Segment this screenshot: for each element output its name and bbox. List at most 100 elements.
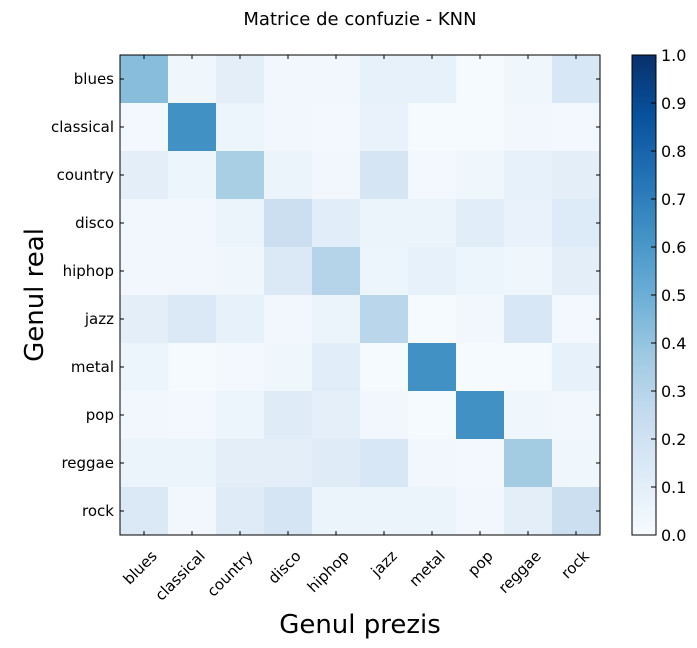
heatmap-cell: [456, 247, 505, 296]
y-axis-label: Genul real: [20, 228, 50, 362]
heatmap-cell: [408, 439, 457, 488]
heatmap-cell: [504, 199, 553, 248]
heatmap-cell: [120, 55, 169, 104]
heatmap-cell: [264, 103, 313, 152]
heatmap-cell: [408, 247, 457, 296]
heatmap-cell: [408, 487, 457, 536]
heatmap-cell: [504, 391, 553, 440]
x-tick-label: pop: [464, 547, 497, 580]
heatmap-cell: [456, 439, 505, 488]
x-tick-label: hiphop: [304, 547, 353, 596]
heatmap-cell: [312, 391, 361, 440]
heatmap-cell: [504, 295, 553, 344]
heatmap-cell: [360, 343, 409, 392]
heatmap-cell: [408, 391, 457, 440]
heatmap-cell: [120, 199, 169, 248]
heatmap-cell: [264, 247, 313, 296]
heatmap-cell: [312, 199, 361, 248]
heatmap-cell: [216, 343, 265, 392]
y-tick-label: jazz: [84, 310, 114, 328]
heatmap-cell: [312, 343, 361, 392]
heatmap-cell: [456, 151, 505, 200]
heatmap-cell: [216, 247, 265, 296]
heatmap-cell: [168, 151, 217, 200]
x-tick-label: country: [203, 547, 256, 600]
heatmap-cell: [168, 487, 217, 536]
heatmap-cell: [360, 487, 409, 536]
heatmap-cell: [216, 103, 265, 152]
heatmap-cell: [504, 55, 553, 104]
heatmap-cell: [504, 151, 553, 200]
heatmap-cell: [120, 487, 169, 536]
heatmap-cell: [552, 343, 601, 392]
heatmap-cell: [168, 439, 217, 488]
colorbar-tick-label: 0.5: [661, 286, 686, 305]
y-tick-label: metal: [71, 358, 114, 376]
x-tick-label: blues: [120, 547, 161, 588]
heatmap-cell: [312, 55, 361, 104]
heatmap-cell: [120, 391, 169, 440]
heatmap-cell: [504, 103, 553, 152]
x-tick-label: jazz: [367, 547, 401, 581]
heatmap-cell: [408, 199, 457, 248]
heatmap-cell: [552, 391, 601, 440]
colorbar-tick-label: 0.7: [661, 190, 686, 209]
heatmap-cell: [504, 487, 553, 536]
heatmap-cell: [264, 199, 313, 248]
heatmap-cell: [216, 391, 265, 440]
heatmap-cell: [168, 199, 217, 248]
heatmap-cell: [408, 103, 457, 152]
y-axis-ticks: blues classical country disco hiphop jazz meta…: [51, 70, 600, 520]
colorbar-tick-label: 0.3: [661, 382, 686, 401]
heatmap-cell: [504, 343, 553, 392]
heatmap-cell: [216, 295, 265, 344]
heatmap-cell: [456, 343, 505, 392]
heatmap-cell: [408, 343, 457, 392]
heatmap-cell: [168, 247, 217, 296]
heatmap-cell: [312, 295, 361, 344]
heatmap-cell: [360, 151, 409, 200]
heatmap-cells: [120, 55, 601, 536]
x-tick-label: metal: [406, 547, 449, 590]
x-axis-label: Genul prezis: [279, 610, 441, 640]
colorbar-tick-label: 0.4: [661, 334, 686, 353]
colorbar-tick-label: 0.0: [661, 526, 686, 545]
heatmap-cell: [168, 391, 217, 440]
heatmap-cell: [264, 55, 313, 104]
heatmap-cell: [312, 151, 361, 200]
chart-title: Matrice de confuzie - KNN: [243, 9, 476, 30]
heatmap-cell: [120, 247, 169, 296]
y-tick-label: classical: [51, 118, 114, 136]
y-tick-label: pop: [86, 406, 114, 424]
colorbar-tick-label: 1.0: [661, 46, 686, 65]
x-tick-label: classical: [151, 547, 208, 604]
heatmap-cell: [552, 151, 601, 200]
heatmap-cell: [216, 487, 265, 536]
heatmap-cell: [120, 343, 169, 392]
heatmap-cell: [360, 247, 409, 296]
heatmap-frame: [119, 54, 601, 536]
heatmap-cell: [504, 247, 553, 296]
heatmap-cell: [360, 103, 409, 152]
heatmap-cell: [312, 439, 361, 488]
heatmap-cell: [168, 343, 217, 392]
heatmap-cell: [216, 55, 265, 104]
heatmap-cell: [360, 199, 409, 248]
y-tick-label: blues: [74, 70, 114, 88]
heatmap-cell: [264, 295, 313, 344]
heatmap-cell: [552, 295, 601, 344]
heatmap-cell: [552, 439, 601, 488]
colorbar-tick-label: 0.6: [661, 238, 686, 257]
heatmap-cell: [456, 199, 505, 248]
y-tick-label: disco: [75, 214, 114, 232]
heatmap-cell: [120, 439, 169, 488]
heatmap-cell: [264, 391, 313, 440]
heatmap-cell: [552, 487, 601, 536]
heatmap-cell: [168, 295, 217, 344]
heatmap-cell: [408, 151, 457, 200]
colorbar-tick-label: 0.2: [661, 430, 686, 449]
heatmap-cell: [552, 247, 601, 296]
heatmap-cell: [120, 103, 169, 152]
colorbar-tick-label: 0.1: [661, 478, 686, 497]
